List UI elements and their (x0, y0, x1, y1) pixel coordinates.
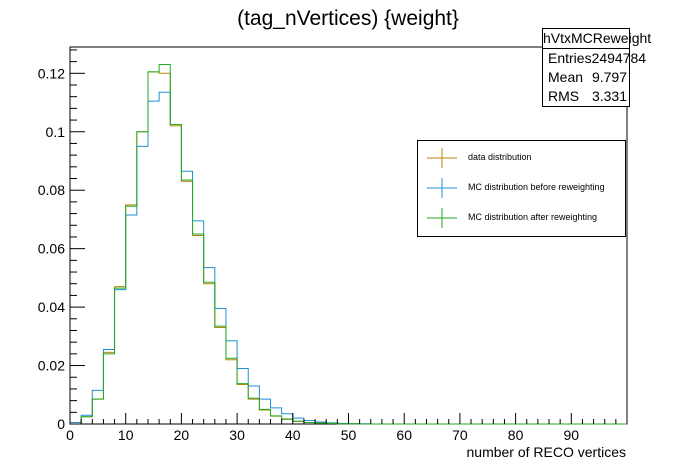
legend-entry-mc-before: MC distribution before reweighting (418, 178, 625, 198)
y-tick-label: 0.04 (38, 299, 65, 315)
stats-value: 2494784 (591, 50, 647, 66)
y-tick-label: 0.02 (38, 358, 65, 374)
x-axis-title: number of RECO vertices (467, 444, 627, 460)
stats-box: hVtxMCReweight Entries 2494784 Mean 9.79… (542, 28, 651, 107)
legend-marker-icon (427, 178, 457, 198)
stats-value: 3.331 (591, 88, 627, 104)
stats-label: Entries (548, 50, 592, 66)
stats-title: hVtxMCReweight (543, 29, 651, 49)
stats-row-rms: RMS 3.331 (543, 87, 629, 106)
y-tick-label: 0 (57, 416, 65, 432)
stats-row-entries: Entries 2494784 (543, 49, 646, 68)
legend-marker-icon (427, 148, 457, 168)
x-tick-label: 80 (508, 427, 524, 443)
stats-value: 9.797 (591, 69, 627, 85)
legend-marker-icon (427, 208, 457, 228)
legend: data distribution MC distribution before… (417, 140, 626, 237)
legend-label: MC distribution after reweighting (468, 212, 598, 222)
stats-label: RMS (548, 88, 580, 104)
x-tick-label: 0 (66, 427, 74, 443)
y-tick-label: 0.1 (46, 124, 66, 140)
y-tick-label: 0.08 (38, 182, 65, 198)
x-tick-label: 40 (285, 427, 301, 443)
series-line-0 (70, 71, 627, 425)
x-tick-label: 70 (452, 427, 468, 443)
y-tick-label: 0.12 (38, 65, 65, 81)
stats-label: Mean (548, 69, 584, 85)
histogram-layer (69, 64, 627, 425)
chart-title: (tag_nVertices) {weight} (237, 7, 459, 30)
x-tick-label: 90 (564, 427, 580, 443)
legend-entry-mc-after: MC distribution after reweighting (418, 208, 625, 228)
x-tick-label: 10 (118, 427, 134, 443)
x-tick-label: 30 (229, 427, 245, 443)
x-tick-label: 60 (396, 427, 412, 443)
legend-label: data distribution (468, 152, 532, 162)
x-tick-label: 20 (174, 427, 190, 443)
stats-row-mean: Mean 9.797 (543, 68, 629, 87)
axis-layer: 0 10 20 30 40 50 60 70 80 90 0 0.02 0.04 0.06 0.08 0.1 0… (38, 49, 617, 443)
legend-label: MC distribution before reweighting (468, 182, 605, 192)
legend-entry-data: data distribution (418, 148, 625, 168)
series-line-2 (70, 64, 627, 425)
x-tick-label: 50 (341, 427, 357, 443)
y-tick-label: 0.06 (38, 241, 65, 257)
